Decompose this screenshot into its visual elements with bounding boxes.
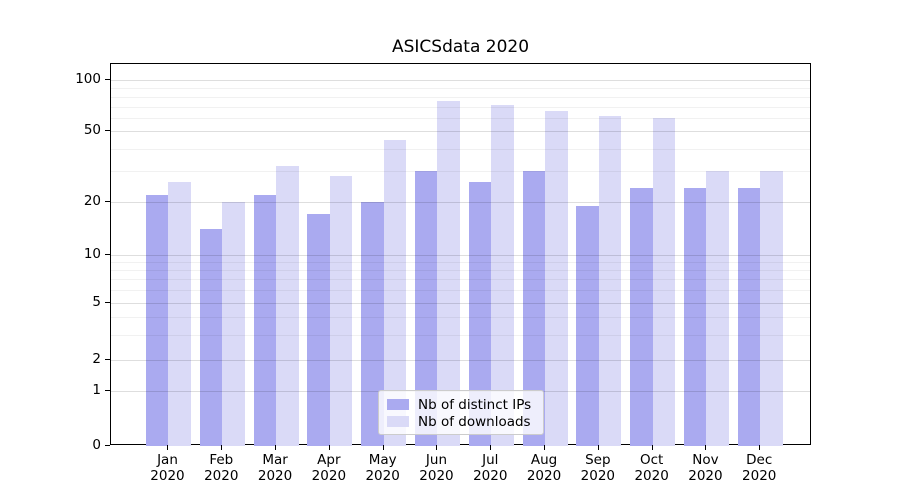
x-tick-label: Oct 2020 <box>634 452 669 484</box>
bar-distinct-ips-apr <box>307 214 330 446</box>
bar-distinct-ips-feb <box>199 229 223 446</box>
bar-downloads-nov <box>706 171 729 446</box>
x-tick-mark <box>597 445 599 450</box>
bar-distinct-ips-may <box>361 202 384 446</box>
bar-distinct-ips-jun <box>414 171 438 446</box>
minor-gridline <box>111 316 810 318</box>
bar-downloads-may <box>383 140 407 446</box>
bar-distinct-ips-mar <box>253 194 277 446</box>
bar-downloads-mar <box>276 166 299 446</box>
x-tick-mark <box>651 445 653 450</box>
x-tick-mark <box>221 445 223 450</box>
x-tick-mark <box>759 445 761 450</box>
y-tick-label: 100 <box>75 70 101 87</box>
y-tick-mark <box>105 358 110 360</box>
y-tick-mark <box>105 201 110 203</box>
x-tick-label: Sep 2020 <box>580 452 615 484</box>
bar-downloads-jan <box>168 182 191 446</box>
bar-downloads-feb <box>222 202 245 446</box>
x-tick-label: May 2020 <box>365 452 400 484</box>
x-tick-label: Jul 2020 <box>473 452 508 484</box>
x-tick-label: Apr 2020 <box>311 452 347 484</box>
major-gridline <box>111 79 810 81</box>
x-tick-label: Jan 2020 <box>150 452 185 484</box>
bar-distinct-ips-oct <box>630 188 653 446</box>
y-tick-label: 5 <box>92 293 101 310</box>
major-gridline <box>111 359 810 361</box>
minor-gridline <box>111 334 810 336</box>
y-tick-label: 20 <box>83 193 101 210</box>
bar-downloads-dec <box>760 171 783 446</box>
y-tick-label: 50 <box>83 122 101 139</box>
minor-gridline <box>111 279 810 281</box>
legend-label-downloads: Nb of downloads <box>418 413 531 430</box>
minor-gridline <box>111 171 810 173</box>
minor-gridline <box>111 290 810 292</box>
y-tick-mark <box>105 445 110 446</box>
legend-row-downloads: Nb of downloads <box>387 413 534 430</box>
minor-gridline <box>111 270 810 272</box>
bar-downloads-oct <box>652 118 676 446</box>
y-tick-mark <box>105 301 110 303</box>
x-tick-label: Nov 2020 <box>688 452 723 484</box>
y-tick-label: 10 <box>83 245 101 262</box>
x-tick-mark <box>436 445 438 450</box>
y-tick-mark <box>105 78 110 80</box>
minor-gridline <box>111 262 810 264</box>
x-tick-label: Aug 2020 <box>526 452 562 484</box>
x-tick-mark <box>544 445 546 450</box>
chart-title: ASICSdata 2020 <box>391 37 530 57</box>
legend: Nb of distinct IPs Nb of downloads <box>378 390 544 435</box>
major-gridline <box>111 302 810 304</box>
minor-gridline <box>111 149 810 151</box>
legend-swatch-distinct-ips <box>387 399 409 410</box>
legend-swatch-downloads <box>387 416 409 427</box>
legend-row-distinct-ips: Nb of distinct IPs <box>387 396 534 413</box>
y-tick-mark <box>105 130 110 132</box>
bar-distinct-ips-nov <box>683 188 707 446</box>
bar-downloads-apr <box>329 176 353 446</box>
legend-label-distinct-ips: Nb of distinct IPs <box>418 396 532 413</box>
major-gridline <box>111 202 810 204</box>
minor-gridline <box>111 87 810 89</box>
x-tick-label: Feb 2020 <box>204 452 239 484</box>
minor-gridline <box>111 106 810 108</box>
bar-downloads-sep <box>598 115 622 446</box>
plot-area <box>110 63 811 446</box>
x-tick-mark <box>167 445 169 450</box>
x-tick-mark <box>275 445 277 450</box>
bar-downloads-jul <box>491 104 514 446</box>
bar-distinct-ips-aug <box>522 171 546 446</box>
x-tick-label: Dec 2020 <box>742 452 777 484</box>
x-tick-mark <box>382 445 384 450</box>
major-gridline <box>111 254 810 256</box>
x-tick-label: Jun 2020 <box>419 452 454 484</box>
bar-downloads-jun <box>437 101 460 446</box>
bar-distinct-ips-dec <box>737 188 761 446</box>
x-tick-mark <box>705 445 707 450</box>
y-tick-label: 2 <box>92 350 101 367</box>
x-tick-mark <box>328 445 330 450</box>
x-tick-label: Mar 2020 <box>257 452 293 484</box>
y-tick-mark <box>105 389 110 391</box>
y-tick-mark <box>105 253 110 255</box>
minor-gridline <box>111 118 810 120</box>
y-tick-label: 0 <box>92 437 101 453</box>
bar-distinct-ips-jul <box>468 182 492 446</box>
y-tick-label: 1 <box>92 381 101 398</box>
x-tick-mark <box>490 445 492 450</box>
bar-downloads-aug <box>545 111 568 446</box>
bar-distinct-ips-sep <box>576 205 599 446</box>
major-gridline <box>111 131 810 133</box>
bar-distinct-ips-jan <box>145 194 169 446</box>
minor-gridline <box>111 96 810 98</box>
